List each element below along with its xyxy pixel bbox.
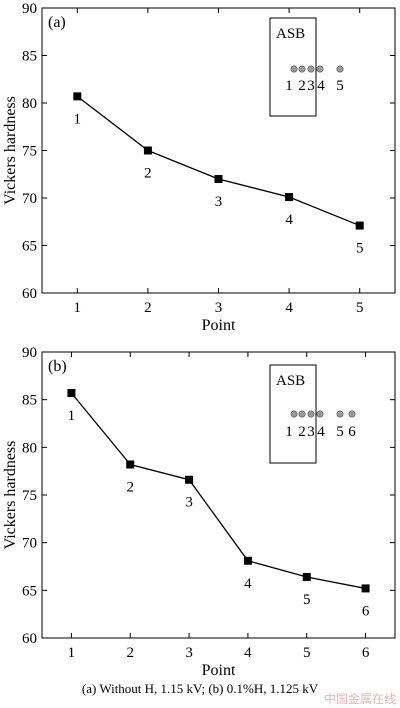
x-tick-label: 3 (215, 300, 223, 316)
inset-point-dot (336, 410, 344, 418)
y-tick-label: 80 (22, 440, 37, 456)
x-tick-label: 3 (185, 645, 193, 661)
inset-point-label: 3 (307, 424, 315, 440)
x-tick-label: 2 (144, 300, 152, 316)
data-point (285, 193, 294, 202)
inset-point-dot (307, 410, 315, 418)
x-axis-title: Point (202, 662, 236, 679)
x-tick-label: 4 (285, 300, 293, 316)
inset-box (269, 17, 317, 117)
data-point-label: 2 (144, 166, 152, 182)
y-tick-label: 75 (22, 488, 37, 504)
data-point-label: 1 (74, 111, 82, 127)
x-tick-label: 6 (362, 645, 370, 661)
data-point-label: 5 (303, 592, 311, 608)
data-point (185, 475, 194, 484)
data-point (214, 175, 223, 183)
panel-label: (a) (48, 14, 66, 31)
inset-box (269, 364, 317, 464)
y-axis-title: Vickers hardness (2, 441, 19, 550)
y-tick-label: 65 (22, 239, 37, 255)
data-point (73, 92, 82, 101)
x-tick-label: 1 (74, 300, 82, 316)
inset-point-dot (290, 410, 298, 418)
y-axis-title: Vickers hardness (2, 96, 19, 205)
y-tick-label: 60 (22, 286, 37, 302)
x-tick-label: 5 (303, 645, 311, 661)
inset-point-dot (298, 410, 306, 418)
x-tick-label: 1 (68, 645, 76, 661)
x-tick-label: 2 (127, 645, 135, 661)
data-point-label: 3 (215, 194, 223, 210)
inset-point-label: 5 (336, 78, 344, 94)
x-tick-label: 4 (244, 645, 252, 661)
data-point (355, 221, 364, 230)
inset-point-label: 4 (317, 78, 325, 94)
data-point-label: 6 (362, 603, 370, 619)
y-tick-label: 85 (22, 393, 37, 409)
y-tick-label: 75 (22, 144, 37, 160)
data-point (143, 146, 152, 155)
inset-point-label: 3 (307, 78, 315, 94)
inset-point-dot (316, 65, 324, 73)
data-point (302, 572, 311, 581)
inset-title: ASB (276, 373, 305, 389)
panel-label: (b) (48, 358, 67, 375)
data-point-label: 3 (185, 495, 193, 511)
data-point-label: 4 (244, 576, 252, 592)
inset-point-label: 5 (336, 424, 344, 440)
y-tick-label: 60 (22, 631, 37, 647)
data-point-label: 1 (68, 408, 76, 424)
inset-point-dot (298, 65, 306, 73)
inset-point-label: 1 (285, 424, 293, 440)
x-axis-title: Point (202, 317, 236, 334)
y-tick-label: 85 (22, 49, 37, 65)
inset-point-label: 6 (348, 424, 356, 440)
inset-point-dot (316, 410, 324, 418)
data-point (67, 388, 76, 397)
y-tick-label: 90 (22, 345, 37, 361)
plot-frame (41, 351, 396, 639)
y-tick-label: 90 (22, 1, 37, 17)
data-point-label: 4 (285, 212, 293, 228)
inset-point-label: 1 (285, 78, 293, 94)
data-point-label: 5 (356, 241, 364, 257)
inset-point-label: 2 (298, 78, 306, 94)
x-tick-label: 5 (356, 300, 364, 316)
inset-point-dot (348, 410, 356, 418)
plot-frame (41, 7, 396, 294)
inset-point-label: 2 (298, 424, 306, 440)
inset-title: ASB (276, 26, 305, 42)
inset-point-dot (290, 65, 298, 73)
data-point-label: 2 (127, 479, 135, 495)
y-tick-label: 70 (22, 191, 37, 207)
data-point (126, 460, 135, 469)
y-tick-label: 65 (22, 583, 37, 599)
inset-point-dot (336, 65, 344, 73)
data-point (243, 556, 252, 565)
figure-caption: (a) Without H, 1.15 kV; (b) 0.1%H, 1.125… (81, 681, 319, 696)
inset-point-dot (307, 65, 315, 73)
inset-point-label: 4 (317, 424, 325, 440)
data-point (361, 584, 370, 593)
watermark: 中国金属在线 (323, 692, 396, 706)
y-tick-label: 80 (22, 96, 37, 112)
y-tick-label: 70 (22, 536, 37, 552)
series-line (70, 392, 366, 590)
